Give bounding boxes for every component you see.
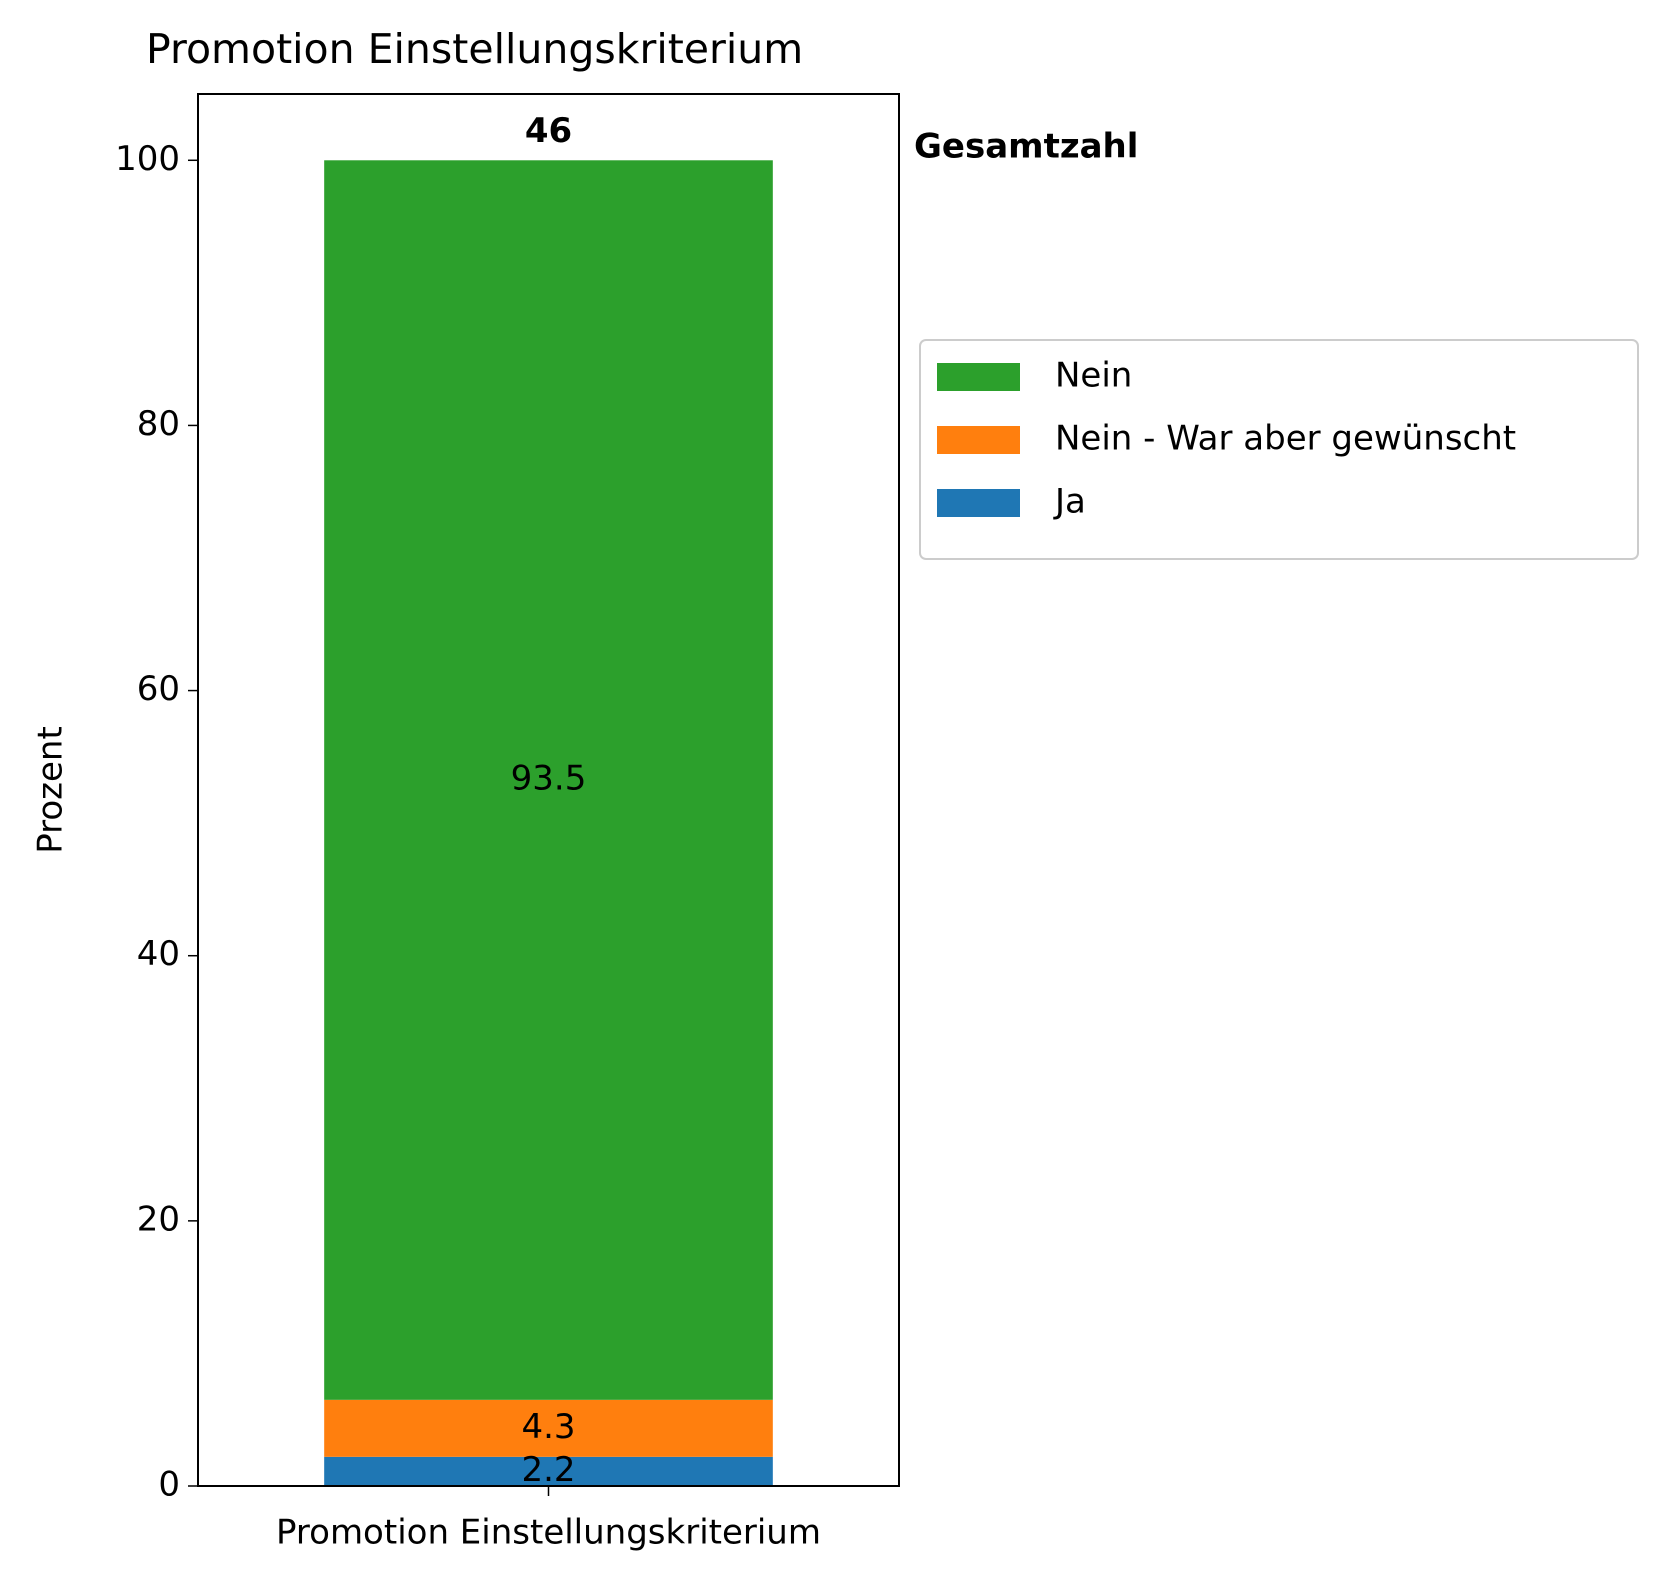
legend-label: Nein - War aber gewünscht — [1055, 419, 1516, 459]
y-tick-label: 40 — [137, 934, 180, 974]
y-axis-label: Prozent — [31, 726, 71, 854]
legend-swatch — [937, 489, 1020, 517]
y-tick-label: 60 — [137, 669, 180, 709]
legend-swatch — [937, 363, 1020, 391]
value-label: 4.3 — [521, 1407, 575, 1447]
bar-segment — [324, 1399, 773, 1457]
total-value: 46 — [525, 111, 572, 151]
legend-label: Nein — [1055, 356, 1132, 396]
legend-label: Ja — [1053, 482, 1086, 522]
y-tick-label: 100 — [115, 139, 180, 179]
value-label: 93.5 — [511, 759, 587, 799]
y-tick-label: 20 — [137, 1199, 180, 1239]
chart-title: Promotion Einstellungskriterium — [146, 25, 803, 73]
total-label: Gesamtzahl — [914, 127, 1138, 167]
bar-segment — [324, 1456, 773, 1486]
x-tick-label: Promotion Einstellungskriterium — [276, 1513, 821, 1553]
value-label: 2.2 — [521, 1450, 575, 1490]
legend-box — [919, 339, 1639, 560]
y-tick-label: 0 — [158, 1465, 180, 1505]
y-tick-label: 80 — [137, 404, 180, 444]
bar-segment — [324, 160, 773, 1400]
plot-frame — [197, 93, 900, 1487]
legend-swatch — [937, 426, 1020, 454]
